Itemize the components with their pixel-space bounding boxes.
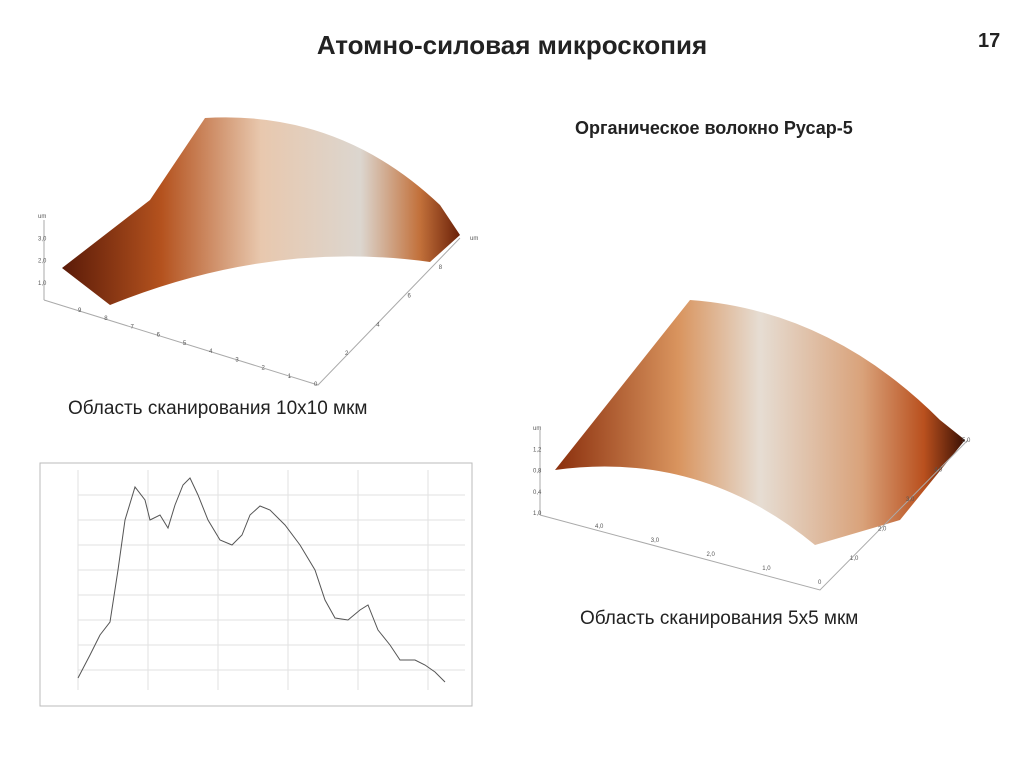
axis-label: 6 <box>157 333 161 339</box>
axis-label: 3 <box>235 357 239 363</box>
axis-label: 1 <box>288 374 292 380</box>
axis-label: 4 <box>209 349 213 355</box>
axis-label: 0,8 <box>533 469 542 475</box>
slide-title: Атомно-силовая микроскопия <box>316 30 708 60</box>
axis-label: 1,0 <box>850 556 859 562</box>
axis-label: 2,0 <box>707 552 716 558</box>
caption: Область сканирования 5x5 мкм <box>580 608 859 629</box>
axis-label: 7 <box>130 324 134 330</box>
axis-label: 0 <box>314 382 318 388</box>
axis-label: 3,0 <box>38 236 47 242</box>
axis-label: 1,0 <box>38 281 47 287</box>
axis-label: 1,0 <box>533 511 542 517</box>
axis-label: um <box>470 236 478 242</box>
axis-label: 2 <box>345 351 349 357</box>
axis-label: 4 <box>376 322 380 328</box>
axis-label: 5,0 <box>962 438 971 444</box>
axis-label: 5 <box>183 341 187 347</box>
axis-label: 6 <box>408 294 412 300</box>
axis-label: 3,0 <box>651 538 660 544</box>
axis-label: 1,0 <box>762 566 771 572</box>
caption: Область сканирования 10x10 мкм <box>68 398 368 419</box>
axis-label: 2,0 <box>38 259 47 265</box>
axis-label: 1,2 <box>533 447 542 453</box>
profile-chart <box>39 462 473 707</box>
axis-label: 8 <box>104 316 108 322</box>
afm-image-left <box>43 117 461 386</box>
axis-label: 4,0 <box>934 468 943 474</box>
afm-image-right <box>539 300 969 591</box>
axis-label: 0,4 <box>533 490 542 496</box>
axis-label: 0 <box>818 580 822 586</box>
page-number: 17 <box>978 30 1001 52</box>
axis-label: 2 <box>262 366 266 372</box>
axis-label: 2,0 <box>878 527 887 533</box>
axis-label: 8 <box>439 265 443 271</box>
axis-label: 3,0 <box>906 497 915 503</box>
axis-label: um <box>533 426 541 432</box>
axis-label: um <box>38 214 46 220</box>
axis-label: 4,0 <box>595 524 604 530</box>
subtitle: Органическое волокно Русар-5 <box>575 118 853 138</box>
axis-label: 9 <box>78 308 82 314</box>
